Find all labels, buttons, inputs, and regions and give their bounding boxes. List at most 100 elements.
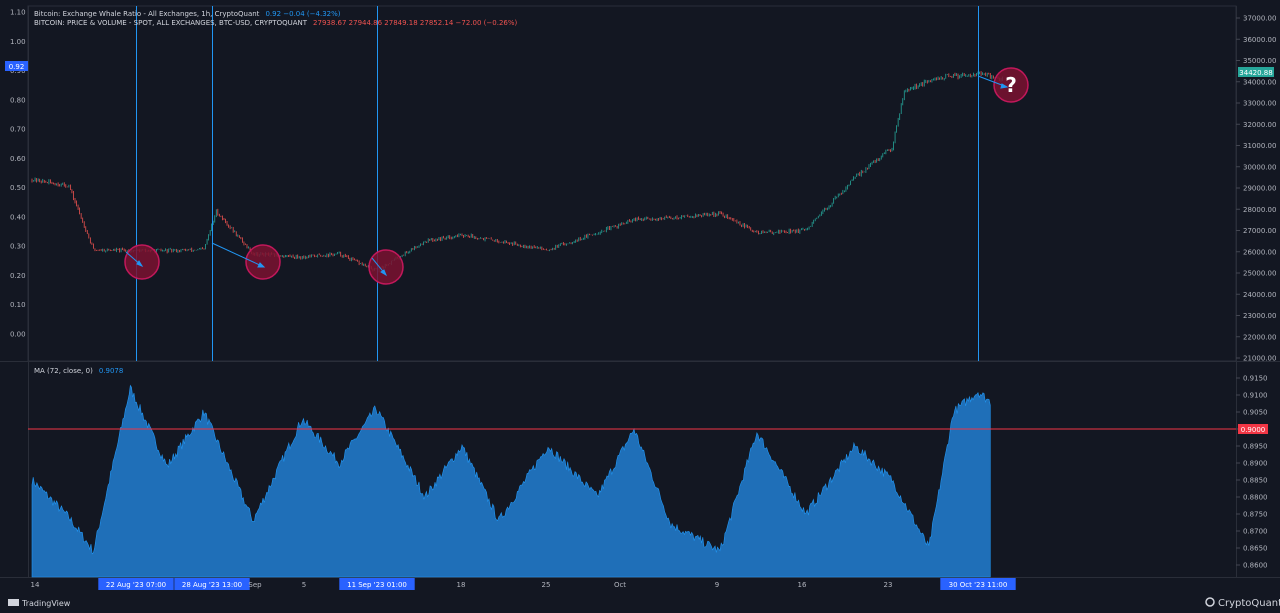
tradingview-label: TradingView [21,599,71,608]
price-axis-tick-label: 35000.00 [1243,57,1276,65]
time-axis-marker-label: 22 Aug '23 07:00 [106,581,166,589]
ma-axis-tick-label: 0.9150 [1243,375,1268,383]
time-axis-tick-label: 23 [884,581,893,589]
ma-axis-tick-label: 0.8850 [1243,477,1268,485]
left-axis-tick-label: 0.60 [10,155,26,163]
price-legend: Bitcoin: Exchange Whale Ratio - All Exch… [34,10,517,27]
right-price-axis: 37000.00 36000.00 35000.00 34000.00 33000.00… [1236,15,1276,363]
arrow-2-line [211,242,265,268]
legend-line1: Bitcoin: Exchange Whale Ratio - All Exch… [34,10,341,18]
cryptoquant-logo-icon [1205,597,1215,607]
price-axis-tick-label: 34000.00 [1243,78,1276,86]
price-axis-tick-label: 27000.00 [1243,227,1276,235]
ma-legend-line: MA (72, close, 0) 0.9078 [34,367,123,375]
cryptoquant-label: CryptoQuant [1218,598,1280,609]
price-axis-tick-label: 37000.00 [1243,15,1276,23]
ma-axis-tick-label: 0.9100 [1243,392,1268,400]
left-axis-tick-label: 0.40 [10,213,26,221]
ma-axis-tick-label: 0.8650 [1243,545,1268,553]
time-axis-tick-label: Oct [614,581,626,589]
price-axis-tick-label: 25000.00 [1243,270,1276,278]
cryptoquant-brand: CryptoQuant [1205,597,1280,609]
arrow-4-head [1000,83,1009,89]
ma-axis-tick-label: 0.8950 [1243,443,1268,451]
legend-line1-title: Bitcoin: Exchange Whale Ratio - All Exch… [34,10,260,18]
time-axis-marker-bg [98,578,174,590]
price-axis-tick-label: 31000.00 [1243,142,1276,150]
left-axis-tick-label: 0.00 [10,331,26,339]
question-circle [993,67,1029,103]
time-axis-tick-label: 18 [457,581,466,589]
time-axis-tick-label: 16 [798,581,807,589]
time-axis-marker-bg [174,578,250,590]
price-candles [31,71,1003,273]
arrow-3-head [380,269,388,277]
threshold-badge-bg [1238,424,1268,434]
time-axis-tick-label: Sep [248,581,262,589]
price-badge-bg [1238,67,1274,77]
time-axis-tick-label: 14 [31,581,40,589]
ma-axis-tick-label: 0.9050 [1243,409,1268,417]
time-axis-tick-label: 5 [302,581,306,589]
ma-axis-tick-label: 0.8700 [1243,528,1268,536]
ma-legend: MA (72, close, 0) 0.9078 [34,367,123,375]
right-ma-axis: 0.9150 0.9100 0.9050 0.9000 0.8950 0.8900 0.88… [1236,375,1268,570]
ratio-badge-bg [5,61,28,71]
ma-axis-tick-label: 0.8900 [1243,460,1268,468]
time-axis-marker-bg [339,578,415,590]
ma-axis-tick-label: 0.8600 [1243,562,1268,570]
price-pane[interactable] [27,5,1237,362]
legend-line2-title: BITCOIN: PRICE & VOLUME - SPOT, ALL EXCH… [34,19,308,27]
price-badge: 34420.88 [1238,67,1274,77]
price-axis-tick-label: 24000.00 [1243,291,1276,299]
highlight-circle-3 [368,249,404,285]
left-axis-tick-label: 1.00 [10,38,26,46]
price-axis-tick-label: 21000.00 [1243,355,1276,363]
time-axis[interactable]: 14 22 Aug '23 07:00 28 Aug '23 13:00 Sep 5 11… [31,578,1016,590]
highlight-circle-1 [124,244,160,280]
price-axis-tick-label: 28000.00 [1243,206,1276,214]
price-axis-tick-label: 32000.00 [1243,121,1276,129]
time-axis-marker-label: 28 Aug '23 13:00 [182,581,242,589]
vertical-markers [136,6,979,361]
ma-axis-tick-label: 0.8800 [1243,494,1268,502]
ma-axis-tick-label: 0.8750 [1243,511,1268,519]
price-axis-tick-label: 23000.00 [1243,312,1276,320]
ratio-badge-text: 0.92 [9,63,25,71]
tradingview-logo-icon [8,599,19,606]
left-axis-tick-label: 0.70 [10,126,26,134]
price-axis-tick-label: 22000.00 [1243,333,1276,341]
time-axis-marker-label: 30 Oct '23 11:00 [949,581,1008,589]
time-axis-tick-label: 25 [542,581,551,589]
ma-area [31,384,991,578]
tradingview-brand[interactable]: TradingView [8,599,71,608]
ma-legend-title: MA (72, close, 0) [34,367,93,375]
price-axis-tick-label: 29000.00 [1243,185,1276,193]
price-axis-tick-label: 33000.00 [1243,100,1276,108]
left-axis-tick-label: 0.90 [10,67,26,75]
legend-line2-values: 27938.67 27944.86 27849.18 27852.14 −72.… [313,19,517,27]
price-axis-tick-label: 26000.00 [1243,248,1276,256]
price-axis-tick-label: 36000.00 [1243,36,1276,44]
arrow-1-head [136,260,144,268]
highlight-circle-2 [245,244,281,280]
price-badge-text: 34420.88 [1239,69,1272,77]
highlight-circles: ? [124,67,1029,285]
left-axis-tick-label: 0.30 [10,243,26,251]
left-axis: 1.10 1.00 0.90 0.80 0.70 0.60 0.50 0.40 0.30 0.20… [10,9,26,339]
left-axis-tick-label: 0.10 [10,301,26,309]
legend-line2: BITCOIN: PRICE & VOLUME - SPOT, ALL EXCH… [34,19,517,27]
time-axis-tick-label: 9 [715,581,719,589]
ma-area-path [31,384,991,578]
threshold-badge-text: 0.9000 [1241,426,1266,434]
arrow-2-head [257,262,266,268]
left-axis-tick-label: 1.10 [10,9,26,17]
trend-arrows [125,75,1009,277]
threshold-badge: 0.9000 [1238,424,1268,434]
time-axis-marker-bg [940,578,1016,590]
left-axis-tick-label: 0.20 [10,272,26,280]
legend-line1-values: 0.92 −0.04 (−4.32%) [265,10,340,18]
price-axis-tick-label: 30000.00 [1243,163,1276,171]
left-axis-tick-label: 0.50 [10,184,26,192]
